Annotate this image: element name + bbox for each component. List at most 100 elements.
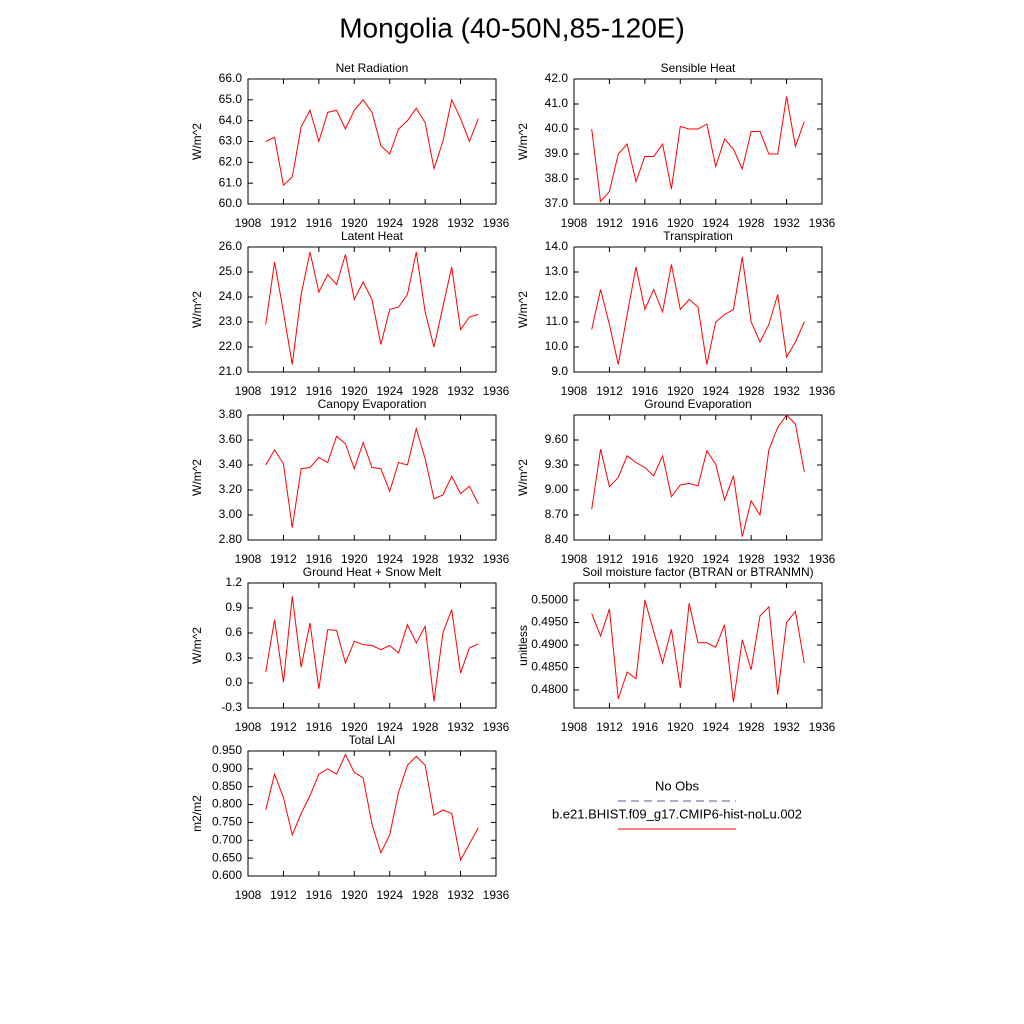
y-tick-label: 0.4800 — [531, 682, 568, 696]
x-tick-label: 1908 — [235, 384, 262, 398]
y-tick-label: 21.0 — [219, 364, 243, 378]
x-tick-label: 1928 — [412, 888, 439, 902]
y-tick-label: 25.0 — [219, 264, 243, 278]
x-tick-label: 1920 — [341, 720, 368, 734]
panel-title: Canopy Evaporation — [318, 397, 427, 411]
y-tick-label: 39.0 — [545, 146, 569, 160]
x-tick-label: 1920 — [341, 384, 368, 398]
y-tick-label: 0.850 — [212, 779, 242, 793]
x-tick-label: 1936 — [483, 384, 510, 398]
x-tick-label: 1924 — [376, 888, 403, 902]
panel-title: Ground Evaporation — [644, 397, 751, 411]
y-tick-label: 9.60 — [545, 432, 569, 446]
x-tick-label: 1908 — [235, 720, 262, 734]
x-tick-label: 1924 — [376, 384, 403, 398]
x-tick-label: 1920 — [667, 384, 694, 398]
x-tick-label: 1920 — [667, 552, 694, 566]
y-tick-label: 0.9 — [225, 600, 242, 614]
y-axis-label: W/m^2 — [516, 459, 530, 496]
x-tick-label: 1916 — [632, 384, 659, 398]
panel-title: Latent Heat — [341, 229, 404, 243]
y-tick-label: 14.0 — [545, 239, 569, 253]
y-axis-label: W/m^2 — [516, 123, 530, 160]
x-tick-label: 1912 — [270, 384, 297, 398]
y-tick-label: 9.30 — [545, 457, 569, 471]
y-tick-label: 0.650 — [212, 850, 242, 864]
y-tick-label: 22.0 — [219, 339, 243, 353]
x-tick-label: 1936 — [809, 552, 836, 566]
y-tick-label: 8.70 — [545, 507, 569, 521]
y-axis-label: W/m^2 — [190, 123, 204, 160]
x-tick-label: 1928 — [738, 720, 765, 734]
x-tick-label: 1924 — [702, 384, 729, 398]
y-tick-label: 0.950 — [212, 743, 242, 757]
y-tick-label: 63.0 — [219, 134, 243, 148]
x-tick-label: 1908 — [561, 720, 588, 734]
legend-label: No Obs — [655, 778, 700, 793]
x-tick-label: 1912 — [596, 384, 623, 398]
y-tick-label: 41.0 — [545, 96, 569, 110]
x-tick-label: 1908 — [561, 552, 588, 566]
x-tick-label: 1908 — [235, 216, 262, 230]
y-tick-label: -0.3 — [221, 700, 242, 714]
y-tick-label: 3.40 — [219, 457, 243, 471]
x-tick-label: 1936 — [483, 552, 510, 566]
y-tick-label: 9.0 — [551, 364, 568, 378]
y-tick-label: 38.0 — [545, 171, 569, 185]
y-tick-label: 0.900 — [212, 761, 242, 775]
plot-frame — [573, 582, 823, 709]
x-tick-label: 1928 — [738, 552, 765, 566]
x-tick-label: 1916 — [632, 552, 659, 566]
y-tick-label: 66.0 — [219, 71, 243, 85]
x-tick-label: 1928 — [412, 720, 439, 734]
y-tick-label: 0.750 — [212, 815, 242, 829]
panel-title: Total LAI — [349, 733, 396, 747]
y-tick-label: 37.0 — [545, 196, 569, 210]
x-tick-label: 1932 — [773, 552, 800, 566]
data-line — [265, 98, 479, 187]
panel-title: Net Radiation — [336, 61, 409, 75]
x-tick-label: 1912 — [270, 888, 297, 902]
x-tick-label: 1916 — [306, 216, 333, 230]
plot-frame — [247, 78, 497, 205]
x-tick-label: 1908 — [561, 216, 588, 230]
y-tick-label: 13.0 — [545, 264, 569, 278]
plot-frame — [247, 582, 497, 709]
y-tick-label: 9.00 — [545, 482, 569, 496]
y-axis-label: W/m^2 — [190, 291, 204, 328]
x-tick-label: 1924 — [702, 720, 729, 734]
figure-title: Mongolia (40-50N,85-120E) — [339, 12, 685, 43]
x-tick-label: 1936 — [809, 720, 836, 734]
y-tick-label: 40.0 — [545, 121, 569, 135]
x-tick-label: 1916 — [632, 720, 659, 734]
y-tick-label: 0.5000 — [531, 592, 568, 606]
x-tick-label: 1932 — [447, 552, 474, 566]
y-tick-label: 60.0 — [219, 196, 243, 210]
plot-frame — [247, 750, 497, 877]
panel-title: Ground Heat + Snow Melt — [303, 565, 442, 579]
plot-frame — [247, 414, 497, 541]
x-tick-label: 1936 — [483, 720, 510, 734]
y-tick-label: 3.60 — [219, 432, 243, 446]
y-tick-label: 0.800 — [212, 797, 242, 811]
y-tick-label: 0.6 — [225, 625, 242, 639]
x-tick-label: 1912 — [270, 720, 297, 734]
x-tick-label: 1908 — [235, 888, 262, 902]
y-tick-label: 61.0 — [219, 175, 243, 189]
x-tick-label: 1920 — [341, 552, 368, 566]
x-tick-label: 1916 — [306, 720, 333, 734]
y-axis-label: W/m^2 — [516, 291, 530, 328]
y-tick-label: 24.0 — [219, 289, 243, 303]
plot-frame — [247, 246, 497, 373]
x-tick-label: 1936 — [809, 384, 836, 398]
y-tick-label: 64.0 — [219, 113, 243, 127]
y-tick-label: 42.0 — [545, 71, 569, 85]
x-tick-label: 1924 — [702, 552, 729, 566]
y-tick-label: 0.4950 — [531, 615, 568, 629]
x-tick-label: 1908 — [561, 384, 588, 398]
y-tick-label: 0.4850 — [531, 660, 568, 674]
y-axis-label: m2/m2 — [190, 795, 204, 832]
y-tick-label: 23.0 — [219, 314, 243, 328]
x-tick-label: 1928 — [412, 216, 439, 230]
